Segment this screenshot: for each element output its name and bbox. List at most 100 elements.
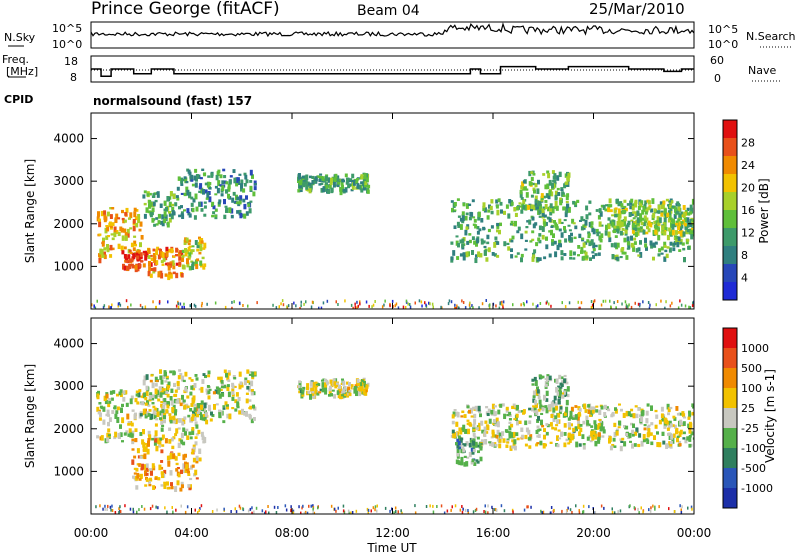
ground-scatter-cell — [183, 302, 185, 306]
ground-scatter-cell — [99, 504, 101, 508]
echo-cell — [188, 252, 192, 258]
echo-cell — [591, 406, 594, 413]
echo-cell — [554, 427, 558, 431]
echo-cell — [242, 198, 246, 203]
ground-scatter-cell — [690, 505, 693, 509]
echo-cell — [219, 388, 223, 392]
echo-cell — [152, 203, 156, 207]
echo-cell — [330, 384, 334, 388]
ground-scatter-cell — [526, 505, 528, 509]
echo-cell — [322, 378, 326, 382]
echo-cell — [342, 189, 346, 194]
echo-cell — [625, 224, 629, 231]
echo-cell — [360, 174, 364, 180]
echo-cell — [252, 404, 255, 409]
echo-cell — [565, 195, 569, 201]
ground-scatter-cell — [356, 300, 358, 304]
echo-cell — [688, 229, 692, 235]
echo-cell — [513, 207, 517, 212]
echo-cell — [98, 218, 101, 223]
ground-scatter-cell — [194, 508, 196, 512]
echo-cell — [244, 174, 248, 180]
ground-scatter-cell — [613, 511, 616, 514]
echo-cell — [613, 445, 617, 448]
echo-cell — [589, 257, 592, 261]
echo-cell — [142, 429, 145, 435]
ground-scatter-cell — [658, 505, 660, 509]
echo-cell — [647, 431, 651, 437]
echo-cell — [480, 240, 484, 245]
ground-scatter-cell — [109, 505, 112, 509]
echo-cell — [548, 253, 552, 258]
echo-cell — [597, 436, 601, 440]
echo-cell — [133, 211, 137, 218]
echo-cell — [131, 441, 135, 445]
echo-cell — [538, 205, 542, 211]
ground-scatter-cell — [414, 511, 417, 514]
echo-cell — [130, 242, 134, 248]
echo-cell — [553, 181, 557, 185]
ground-scatter-cell — [197, 511, 199, 514]
colorbar-segment — [723, 174, 737, 193]
echo-cell — [160, 401, 164, 404]
ground-scatter-cell — [617, 510, 619, 514]
echo-cell — [619, 445, 623, 452]
ground-scatter-cell — [446, 509, 449, 513]
echo-cell — [588, 242, 592, 247]
nave-label: Nave — [748, 64, 776, 77]
echo-cell — [226, 384, 230, 388]
echo-cell — [159, 270, 163, 274]
echo-cell — [514, 255, 518, 258]
ground-scatter-cell — [171, 506, 173, 509]
colorbar-segment — [723, 488, 737, 509]
echo-cell — [104, 227, 108, 234]
colorbar-tick-label: 24 — [741, 159, 755, 172]
echo-cell — [498, 432, 502, 437]
echo-cell — [503, 413, 507, 420]
echo-cell — [479, 413, 482, 418]
colorbar-segment — [723, 328, 737, 349]
echo-cell — [536, 429, 540, 432]
ground-scatter-cell — [143, 507, 146, 511]
echo-cell — [459, 430, 463, 435]
echo-cell — [493, 253, 497, 257]
echo-cell — [207, 370, 211, 375]
echo-cell — [521, 186, 525, 191]
echo-cell — [585, 214, 589, 220]
echo-cell — [190, 174, 194, 180]
echo-cell — [654, 241, 658, 245]
echo-cell — [669, 205, 673, 211]
echo-cell — [336, 182, 340, 188]
echo-cell — [201, 379, 205, 384]
echo-cell — [532, 187, 536, 191]
echo-cell — [465, 212, 469, 216]
echo-cell — [637, 254, 641, 257]
echo-cell — [536, 425, 540, 429]
echo-cell — [233, 377, 237, 380]
echo-cell — [692, 429, 694, 432]
echo-cell — [511, 405, 515, 410]
echo-cell — [652, 256, 655, 261]
echo-cell — [106, 437, 110, 443]
echo-cell — [461, 221, 465, 224]
ground-scatter-cell — [502, 304, 504, 308]
echo-cell — [530, 171, 534, 174]
ground-scatter-cell — [189, 304, 191, 308]
echo-cell — [152, 485, 156, 490]
echo-cell — [178, 369, 182, 372]
echo-cell — [554, 415, 558, 420]
echo-cell — [496, 421, 500, 428]
echo-cell — [673, 214, 677, 219]
echo-cell — [633, 237, 637, 241]
echo-cell — [193, 403, 197, 407]
echo-cell — [100, 435, 104, 441]
echo-cell — [457, 441, 461, 446]
echo-cell — [161, 413, 165, 419]
echo-cell — [513, 445, 517, 451]
echo-cell — [621, 251, 625, 255]
echo-cell — [643, 427, 647, 431]
echo-cell — [688, 413, 692, 418]
echo-cell — [554, 201, 558, 207]
colorbar-segment — [723, 192, 737, 211]
echo-cell — [560, 376, 564, 380]
